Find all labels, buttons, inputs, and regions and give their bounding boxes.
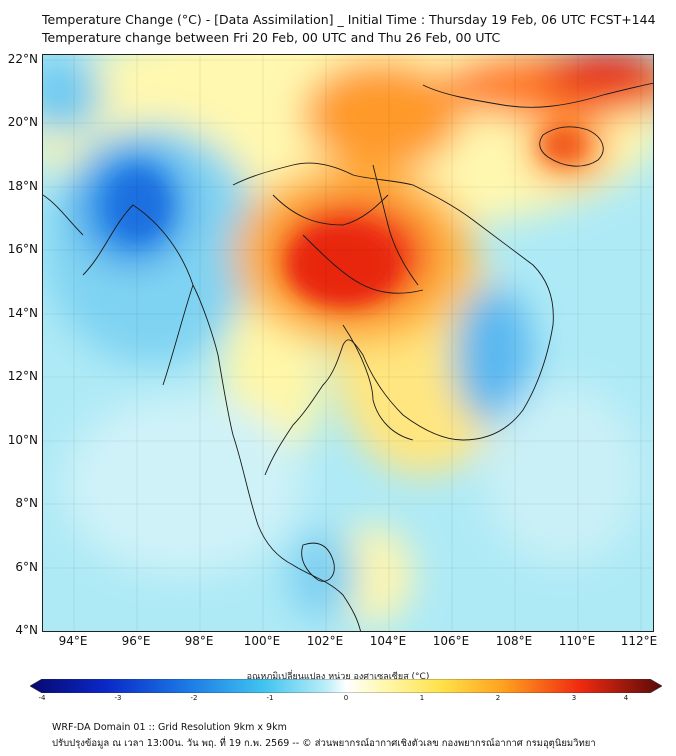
colorbar <box>30 679 662 693</box>
colorbar-tick: -3 <box>114 694 122 702</box>
colorbar-label: อุณหภูมิเปลี่ยนแปลง หน่วย องศาเซลเซียส (… <box>246 672 430 682</box>
latitude-label: 20°N <box>7 115 38 129</box>
latitude-label: 6°N <box>15 560 38 574</box>
latitude-label: 10°N <box>7 433 38 447</box>
colorbar-tick: -2 <box>190 694 198 702</box>
longitude-label: 100°E <box>243 634 281 648</box>
temperature-hotspots <box>108 127 585 305</box>
colorbar-ramp <box>30 679 662 693</box>
footer-update-info: ปรับปรุงข้อมูล ณ เวลา 13:00น. วัน พฤ. ที… <box>52 738 596 749</box>
colorbar-tick: 3 <box>571 694 577 702</box>
longitude-label: 98°E <box>184 634 214 648</box>
map-title-line-2: Temperature change between Fri 20 Feb, 0… <box>42 30 501 45</box>
colorbar-tick: -4 <box>38 694 46 702</box>
map-title-line-1: Temperature Change (°C) - [Data Assimila… <box>42 12 656 27</box>
graticule <box>43 55 653 631</box>
longitude-label: 104°E <box>369 634 407 648</box>
latitude-label: 16°N <box>7 242 38 256</box>
latitude-label: 22°N <box>7 52 38 66</box>
longitude-label: 94°E <box>58 634 88 648</box>
colorbar-tick: -1 <box>266 694 274 702</box>
latitude-label: 14°N <box>7 306 38 320</box>
map-canvas <box>43 55 653 631</box>
latitude-label: 8°N <box>15 496 38 510</box>
colorbar-tick: 1 <box>419 694 425 702</box>
colorbar-tick: 4 <box>623 694 629 702</box>
longitude-label: 102°E <box>306 634 344 648</box>
temperature-change-map <box>42 54 654 632</box>
longitude-label: 110°E <box>558 634 596 648</box>
longitude-label: 96°E <box>121 634 151 648</box>
longitude-label: 106°E <box>432 634 470 648</box>
colorbar-tick: 0 <box>343 694 349 702</box>
latitude-label: 18°N <box>7 179 38 193</box>
longitude-label: 112°E <box>620 634 658 648</box>
coastlines-and-borders <box>43 82 653 631</box>
colorbar-tick: 2 <box>495 694 501 702</box>
latitude-label: 4°N <box>15 623 38 637</box>
longitude-label: 108°E <box>495 634 533 648</box>
footer-model-info: WRF-DA Domain 01 :: Grid Resolution 9km … <box>52 722 287 733</box>
latitude-label: 12°N <box>7 369 38 383</box>
